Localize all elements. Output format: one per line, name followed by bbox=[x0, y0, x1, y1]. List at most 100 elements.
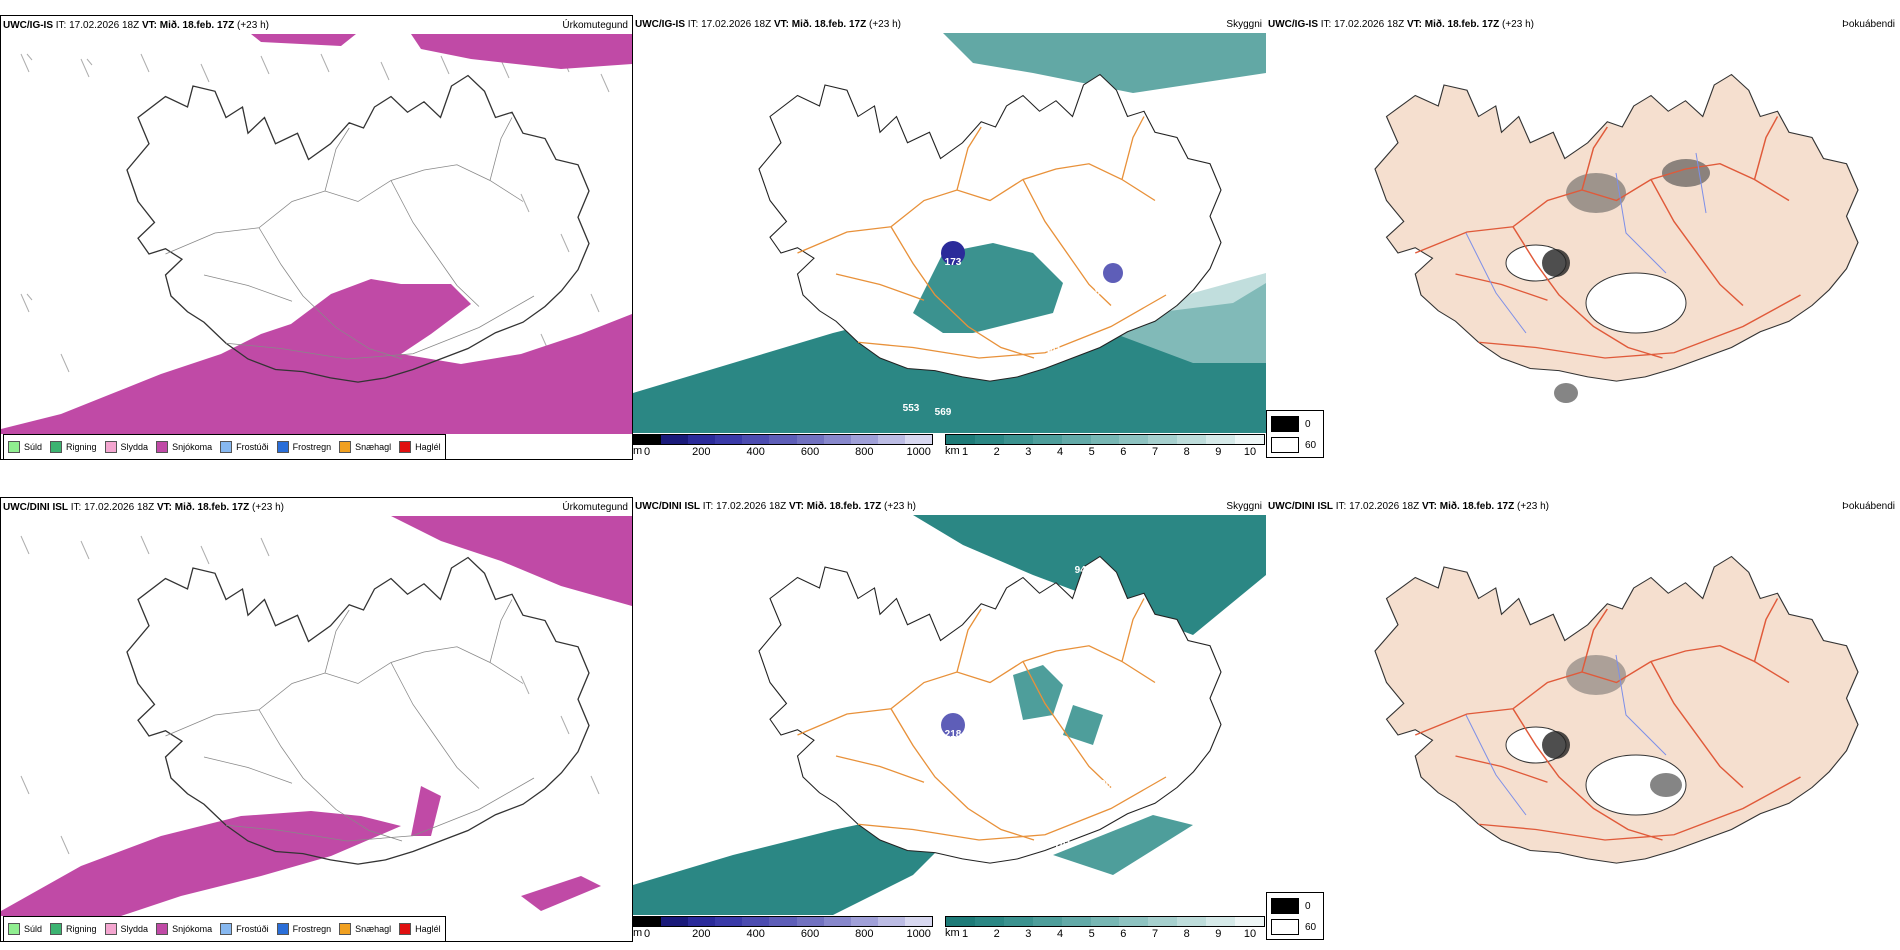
colorbar-tick: 4 bbox=[1056, 928, 1064, 940]
visibility-value-label: 741 bbox=[1055, 839, 1072, 850]
legend-item: Súld bbox=[8, 923, 42, 935]
colorbar-segment bbox=[634, 917, 662, 926]
fog-legend-swatch bbox=[1271, 416, 1299, 432]
colorbar-segment bbox=[634, 435, 662, 444]
colorbar-segment bbox=[1148, 917, 1178, 926]
fog-legend-label: 60 bbox=[1305, 921, 1317, 933]
fog-legend-item: 0 bbox=[1271, 416, 1319, 432]
colorbar-tick: 400 bbox=[746, 446, 765, 458]
precip-legend: Súld Rigning Slydda Snjókoma Frostúði Frostre… bbox=[3, 916, 446, 941]
colorbar-tick: 3 bbox=[1025, 446, 1032, 458]
legend-swatch bbox=[339, 441, 352, 453]
colorbar-segment bbox=[715, 917, 743, 926]
legend-item: Frostregn bbox=[276, 923, 332, 935]
colorbar-segment bbox=[904, 435, 933, 444]
legend-swatch bbox=[50, 923, 63, 935]
colorbar-segment bbox=[1235, 917, 1264, 926]
visibility-value-label: 831 bbox=[1095, 287, 1112, 298]
legend-swatch bbox=[339, 923, 352, 935]
colorbar-tick: 5 bbox=[1088, 446, 1095, 458]
colorbar-segment bbox=[742, 917, 770, 926]
legend-item: Frostregn bbox=[276, 441, 331, 453]
legend-item: Rigning bbox=[50, 441, 97, 453]
colorbar-segment bbox=[688, 435, 716, 444]
colorbar-segment bbox=[823, 435, 851, 444]
legend-swatch bbox=[50, 441, 63, 453]
colorbar-tick: 9 bbox=[1215, 446, 1222, 458]
panel-title: Úrkomutegund bbox=[562, 502, 628, 513]
legend-label: Frostúði bbox=[236, 924, 269, 934]
legend-label: Rigning bbox=[66, 924, 97, 934]
colorbar-tick: 5 bbox=[1088, 928, 1095, 940]
fog-legend-item: 60 bbox=[1271, 437, 1319, 453]
panel-header: UWC/IG-IS IT: 17.02.2026 18Z VT: Mið. 18… bbox=[3, 20, 269, 31]
colorbar-tick: 7 bbox=[1151, 928, 1159, 940]
visibility-value-label: 441 bbox=[1045, 345, 1062, 356]
panel-header: UWC/DINI ISL IT: 17.02.2026 18Z VT: Mið.… bbox=[635, 501, 916, 512]
fog-legend-item: 0 bbox=[1271, 898, 1319, 914]
legend-label: Frostregn bbox=[292, 924, 332, 934]
visibility-value-label: 942 bbox=[1075, 565, 1092, 576]
colorbar-tick: 6 bbox=[1120, 446, 1127, 458]
legend-item: Súld bbox=[8, 441, 42, 453]
colorbar-segment bbox=[661, 435, 689, 444]
colorbar-segment bbox=[1090, 435, 1120, 444]
legend-item: Haglél bbox=[399, 923, 441, 935]
legend-item: Snæhagl bbox=[339, 923, 391, 935]
panel-title: Þokuábendi bbox=[1842, 501, 1895, 512]
colorbar-segment bbox=[769, 917, 797, 926]
colorbar-segment bbox=[946, 435, 975, 444]
fog-legend-swatch bbox=[1271, 437, 1299, 453]
legend-label: Snjókoma bbox=[172, 442, 213, 452]
visibility-colorbar: 1 2 3 4 5 6 7 8 9 10 km bbox=[945, 916, 1265, 942]
colorbar-segment bbox=[1032, 435, 1062, 444]
visibility-colorbar: 1 2 3 4 5 6 7 8 9 10 km bbox=[945, 434, 1265, 460]
colorbar-tick: 200 bbox=[692, 446, 711, 458]
vis-labels: 942 218 488 590 741 bbox=[907, 565, 1112, 890]
precip-map bbox=[1, 34, 632, 434]
colorbar-segment bbox=[1003, 435, 1033, 444]
visibility-value-label: 173 bbox=[945, 257, 962, 268]
ceiling-spot bbox=[941, 241, 965, 265]
colorbar-tick: 3 bbox=[1025, 928, 1032, 940]
visibility-map: 173 553 569 441 831 bbox=[633, 33, 1266, 433]
colorbar-segment bbox=[1177, 917, 1207, 926]
legend-label: Snæhagl bbox=[355, 924, 392, 934]
legend-item: Frostúði bbox=[220, 923, 269, 935]
legend-label: Haglél bbox=[415, 442, 441, 452]
legend-label: Snæhagl bbox=[355, 442, 392, 452]
fog-legend-row2: 0 60 bbox=[1266, 892, 1324, 940]
colorbar-tick: 800 bbox=[855, 446, 874, 458]
legend-item: Frostúði bbox=[220, 441, 269, 453]
colorbar-segment bbox=[688, 917, 716, 926]
colorbar-segment bbox=[1206, 435, 1236, 444]
visibility-value-label: 590 bbox=[1095, 779, 1112, 790]
legend-item: Snæhagl bbox=[339, 441, 391, 453]
colorbar-segment bbox=[1148, 435, 1178, 444]
colorbar-tick: 6 bbox=[1120, 928, 1127, 940]
legend-label: Haglél bbox=[415, 924, 441, 934]
legend-swatch bbox=[156, 441, 169, 453]
precip-map bbox=[1, 516, 632, 916]
snow-area-south bbox=[1, 279, 632, 434]
legend-swatch bbox=[8, 923, 20, 935]
colorbar-segment bbox=[1177, 435, 1207, 444]
visibility-panel-row2: UWC/DINI ISL IT: 17.02.2026 18Z VT: Mið.… bbox=[633, 497, 1266, 942]
snow-area-north bbox=[251, 34, 356, 46]
colorbar-segment bbox=[796, 435, 824, 444]
legend-label: Slydda bbox=[120, 442, 149, 452]
colorbar-tick: 10 bbox=[1243, 446, 1257, 458]
colorbar-tick: 2 bbox=[993, 928, 1000, 940]
fog-legend-item: 60 bbox=[1271, 919, 1319, 935]
panel-title: Skyggni bbox=[1226, 501, 1262, 512]
precip-panel-row2: UWC/DINI ISL IT: 17.02.2026 18Z VT: Mið.… bbox=[0, 497, 633, 942]
colorbar-segment bbox=[974, 435, 1004, 444]
legend-label: Slydda bbox=[120, 924, 149, 934]
colorbar-tick: 800 bbox=[855, 928, 874, 940]
colorbar-segment bbox=[1003, 917, 1033, 926]
visibility-value-label: 553 bbox=[903, 403, 920, 414]
colorbar-tick: 1 bbox=[961, 446, 969, 458]
legend-swatch bbox=[276, 923, 289, 935]
colorbar-segment bbox=[796, 917, 824, 926]
colorbar-segment bbox=[1119, 435, 1149, 444]
